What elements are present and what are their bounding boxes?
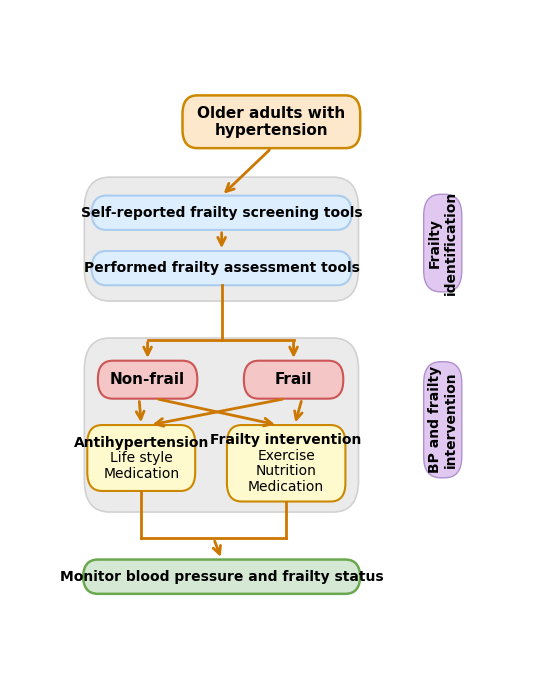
FancyBboxPatch shape xyxy=(92,196,352,230)
FancyBboxPatch shape xyxy=(92,251,352,285)
FancyBboxPatch shape xyxy=(424,195,462,292)
Text: Frail: Frail xyxy=(275,372,312,387)
Text: Exercise: Exercise xyxy=(257,449,315,462)
Text: Frailty intervention: Frailty intervention xyxy=(211,433,362,447)
FancyBboxPatch shape xyxy=(87,425,195,491)
FancyBboxPatch shape xyxy=(83,560,360,594)
Text: Nutrition: Nutrition xyxy=(256,464,317,478)
FancyBboxPatch shape xyxy=(244,361,343,399)
FancyBboxPatch shape xyxy=(227,425,346,501)
Text: Frailty
identification: Frailty identification xyxy=(428,191,458,295)
Text: BP and frailty
intervention: BP and frailty intervention xyxy=(428,366,458,473)
FancyBboxPatch shape xyxy=(182,95,360,148)
Text: Medication: Medication xyxy=(248,479,324,494)
Text: Monitor blood pressure and frailty status: Monitor blood pressure and frailty statu… xyxy=(60,570,383,584)
Text: Older adults with
hypertension: Older adults with hypertension xyxy=(197,105,346,138)
Text: Medication: Medication xyxy=(103,466,179,480)
FancyBboxPatch shape xyxy=(98,361,197,399)
Text: Antihypertension: Antihypertension xyxy=(74,436,209,449)
FancyBboxPatch shape xyxy=(84,177,359,301)
Text: Life style: Life style xyxy=(110,451,173,465)
FancyBboxPatch shape xyxy=(424,362,462,478)
Text: Performed frailty assessment tools: Performed frailty assessment tools xyxy=(84,261,360,275)
Text: Self-reported frailty screening tools: Self-reported frailty screening tools xyxy=(81,206,363,220)
FancyBboxPatch shape xyxy=(84,338,359,512)
Text: Non-frail: Non-frail xyxy=(110,372,185,387)
